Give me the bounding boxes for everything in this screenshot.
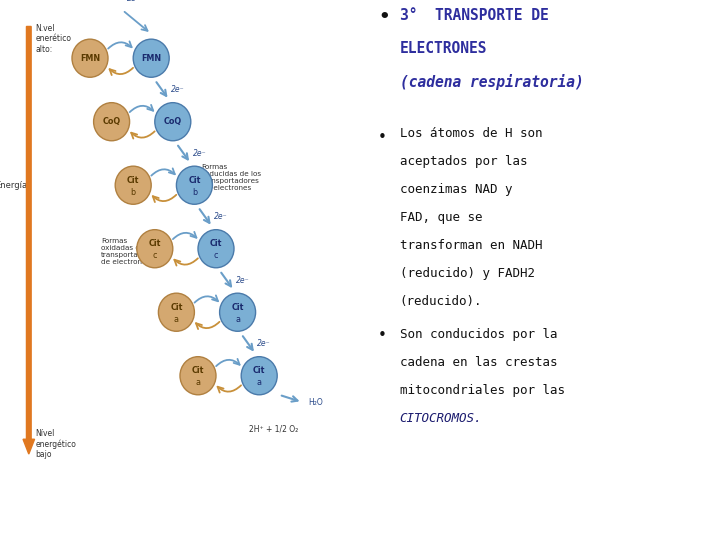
- Ellipse shape: [180, 357, 216, 395]
- Text: Cit: Cit: [127, 176, 140, 185]
- Ellipse shape: [155, 103, 191, 141]
- Ellipse shape: [137, 230, 173, 268]
- Text: Cit: Cit: [192, 367, 204, 375]
- Ellipse shape: [133, 39, 169, 77]
- Text: Formas
oxidadas de los
transportadores
de electrones: Formas oxidadas de los transportadores d…: [101, 238, 158, 265]
- Text: a: a: [196, 378, 200, 387]
- Text: CoQ: CoQ: [102, 117, 121, 126]
- Ellipse shape: [241, 357, 277, 395]
- Text: 2e⁻: 2e⁻: [193, 149, 206, 158]
- Text: a: a: [235, 315, 240, 323]
- Text: Nível
energético
bajo: Nível energético bajo: [35, 429, 76, 459]
- Text: aceptados por las: aceptados por las: [400, 155, 527, 168]
- Text: FMN: FMN: [80, 53, 100, 63]
- Text: Cit: Cit: [231, 303, 244, 312]
- Text: •: •: [378, 328, 387, 342]
- Text: •: •: [378, 8, 390, 26]
- Text: Cit: Cit: [170, 303, 183, 312]
- Ellipse shape: [220, 293, 256, 331]
- Text: ELECTRONES: ELECTRONES: [400, 41, 487, 56]
- Text: mitocondriales por las: mitocondriales por las: [400, 384, 564, 397]
- Text: FAD, que se: FAD, que se: [400, 211, 482, 224]
- Text: (cadena respiratoria): (cadena respiratoria): [400, 74, 583, 90]
- Text: N.vel
enerético
alto:: N.vel enerético alto:: [35, 24, 71, 53]
- Text: c: c: [214, 251, 218, 260]
- Ellipse shape: [158, 293, 194, 331]
- Text: Energía: Energía: [0, 181, 27, 190]
- Ellipse shape: [198, 230, 234, 268]
- Text: 2e: 2e: [127, 0, 136, 3]
- Text: H₂O: H₂O: [308, 397, 323, 407]
- Text: c: c: [153, 251, 157, 260]
- Text: 3°  TRANSPORTE DE: 3° TRANSPORTE DE: [400, 8, 549, 23]
- Text: CITOCROMOS.: CITOCROMOS.: [400, 411, 482, 425]
- Text: a: a: [257, 378, 261, 387]
- Text: (reducido).: (reducido).: [400, 295, 482, 308]
- Text: b: b: [192, 187, 197, 197]
- Text: 2e⁻: 2e⁻: [215, 212, 228, 221]
- Text: 2e⁻: 2e⁻: [171, 85, 184, 94]
- Text: transforman en NADH: transforman en NADH: [400, 239, 542, 252]
- Ellipse shape: [115, 166, 151, 204]
- Text: •: •: [378, 130, 387, 145]
- Text: cadena en las crestas: cadena en las crestas: [400, 356, 557, 369]
- Text: Cit: Cit: [253, 367, 266, 375]
- Ellipse shape: [72, 39, 108, 77]
- Text: b: b: [130, 187, 136, 197]
- Ellipse shape: [176, 166, 212, 204]
- Text: Cit: Cit: [148, 239, 161, 248]
- FancyArrow shape: [23, 26, 35, 454]
- Text: coenzimas NAD y: coenzimas NAD y: [400, 183, 512, 196]
- Text: 2e⁻: 2e⁻: [258, 340, 271, 348]
- Text: FMN: FMN: [141, 53, 161, 63]
- Text: 2e⁻: 2e⁻: [236, 276, 249, 285]
- Text: 2H⁺ + 1/2 O₂: 2H⁺ + 1/2 O₂: [249, 424, 298, 433]
- Text: Formas
reducidas de los
transportadores
de electrones: Formas reducidas de los transportadores …: [202, 164, 261, 191]
- Ellipse shape: [94, 103, 130, 141]
- Text: Son conducidos por la: Son conducidos por la: [400, 328, 557, 341]
- Text: Cit: Cit: [210, 239, 222, 248]
- Text: (reducido) y FADH2: (reducido) y FADH2: [400, 267, 534, 280]
- Text: Los átomos de H son: Los átomos de H son: [400, 127, 542, 140]
- Text: a: a: [174, 315, 179, 323]
- Text: Cit: Cit: [188, 176, 201, 185]
- Text: CoQ: CoQ: [163, 117, 182, 126]
